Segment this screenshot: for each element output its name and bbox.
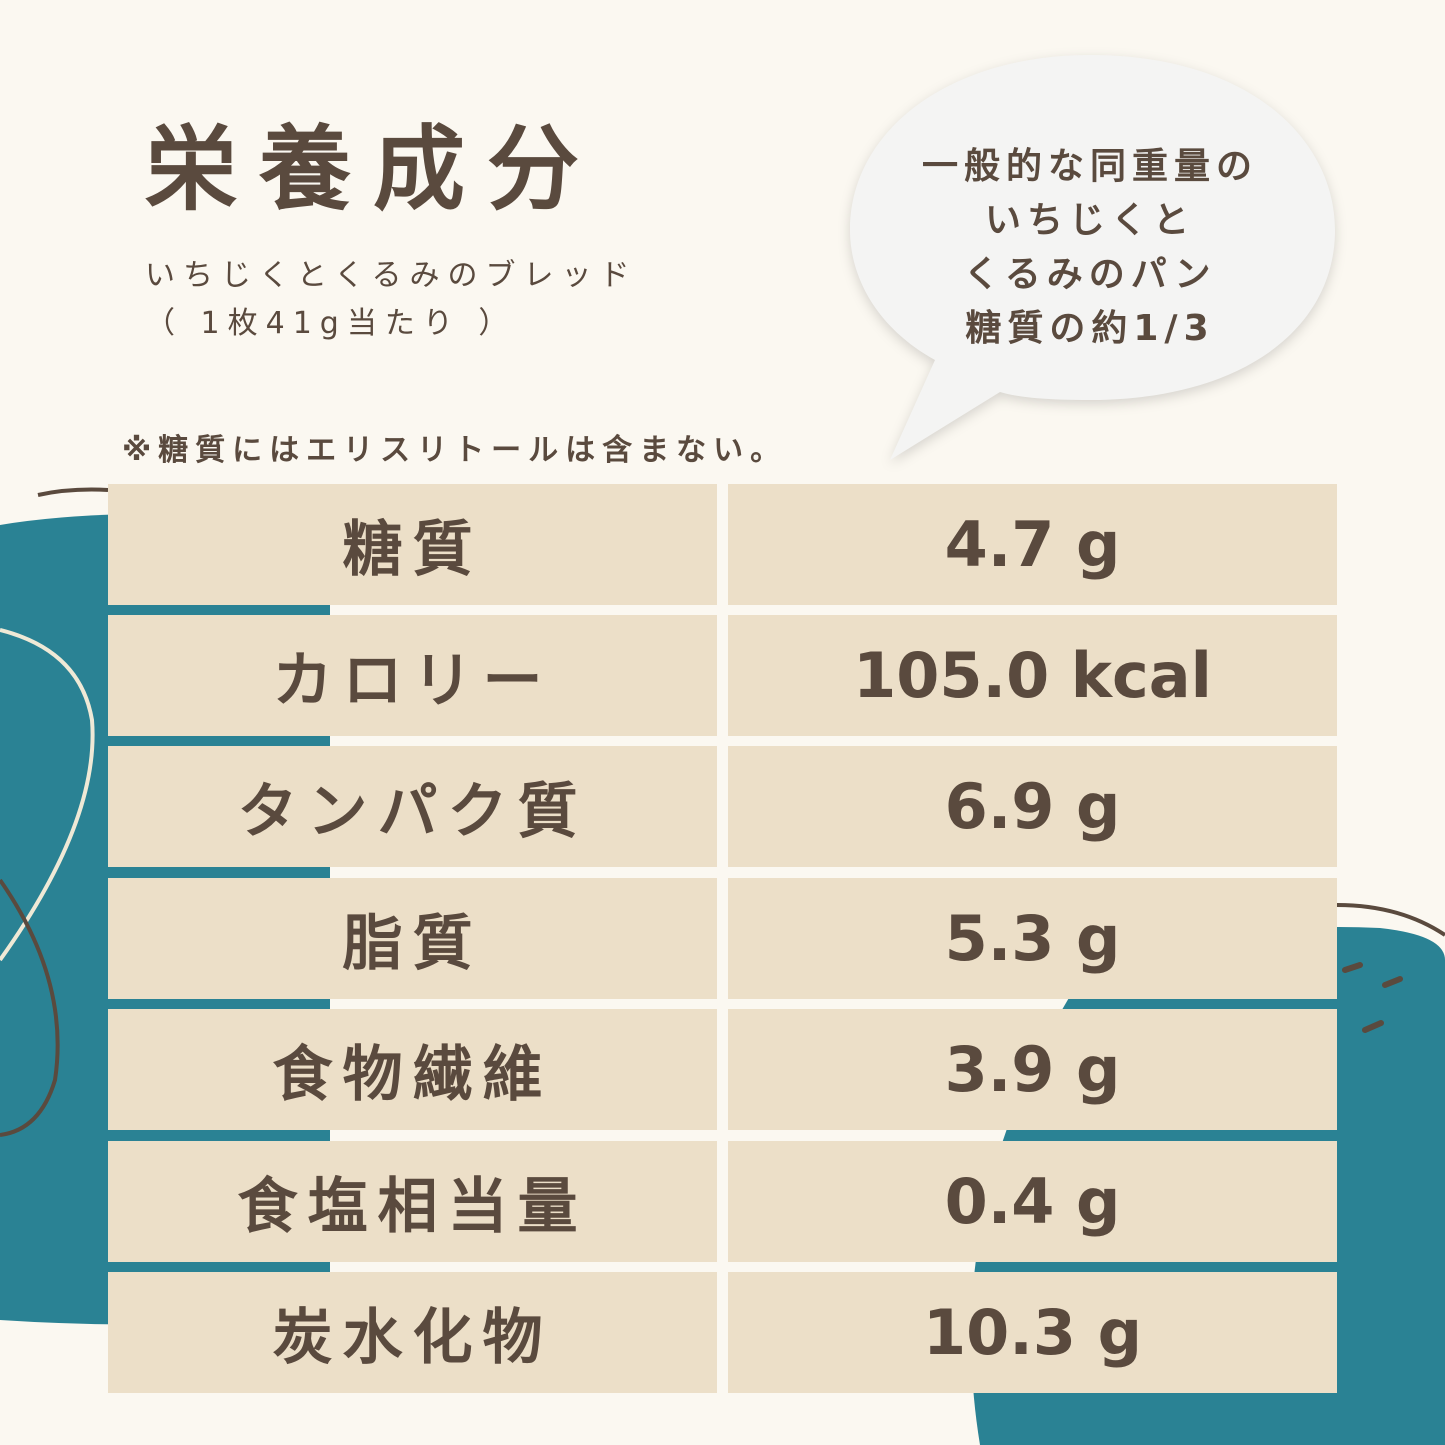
dash-marks <box>1342 962 1403 1033</box>
product-name: いちじくとくるみのブレッド <box>145 258 638 293</box>
bubble-line: くるみのパン <box>963 254 1217 295</box>
table-row: 食物繊維 3.9 g <box>108 1009 1337 1130</box>
table-row: 糖質 4.7 g <box>108 484 1337 605</box>
nutrient-label: 食塩相当量 <box>108 1141 717 1262</box>
nutrient-value: 0.4 g <box>728 1141 1337 1262</box>
page-title: 栄養成分 <box>145 116 602 223</box>
bubble-text: 一般的な同重量の いちじくと くるみのパン 糖質の約1/3 <box>880 140 1300 356</box>
table-row: 炭水化物 10.3 g <box>108 1272 1337 1393</box>
brown-curve <box>0 878 60 1137</box>
nutrient-label: 脂質 <box>108 878 717 999</box>
footnote: ※糖質にはエリスリトールは含まない。 <box>122 433 788 468</box>
nutrient-label: タンパク質 <box>108 746 717 867</box>
nutrient-label: 食物繊維 <box>108 1009 717 1130</box>
table-row: 食塩相当量 0.4 g <box>108 1141 1337 1262</box>
nutrient-value: 6.9 g <box>728 746 1337 867</box>
bubble-line: 一般的な同重量の <box>921 146 1258 187</box>
nutrient-value: 4.7 g <box>728 484 1337 605</box>
bubble-line: いちじくと <box>984 200 1195 241</box>
nutrient-value: 10.3 g <box>728 1272 1337 1393</box>
nutrient-label: カロリー <box>108 615 717 736</box>
nutrient-label: 炭水化物 <box>108 1272 717 1393</box>
nutrient-value: 3.9 g <box>728 1009 1337 1130</box>
table-row: タンパク質 6.9 g <box>108 746 1337 867</box>
nutrient-value: 5.3 g <box>728 878 1337 999</box>
table-row: 脂質 5.3 g <box>108 878 1337 999</box>
table-row: カロリー 105.0 kcal <box>108 615 1337 736</box>
speech-bubble <box>850 55 1335 460</box>
product-info: いちじくとくるみのブレッド （ 1枚41g当たり ） <box>145 252 638 348</box>
serving-size: （ 1枚41g当たり ） <box>145 306 517 341</box>
nutrient-value: 105.0 kcal <box>728 615 1337 736</box>
cream-curve <box>0 628 95 962</box>
nutrient-label: 糖質 <box>108 484 717 605</box>
bubble-line: 糖質の約1/3 <box>965 308 1215 349</box>
brown-right-line <box>1336 903 1445 937</box>
brown-top-line <box>37 487 109 497</box>
